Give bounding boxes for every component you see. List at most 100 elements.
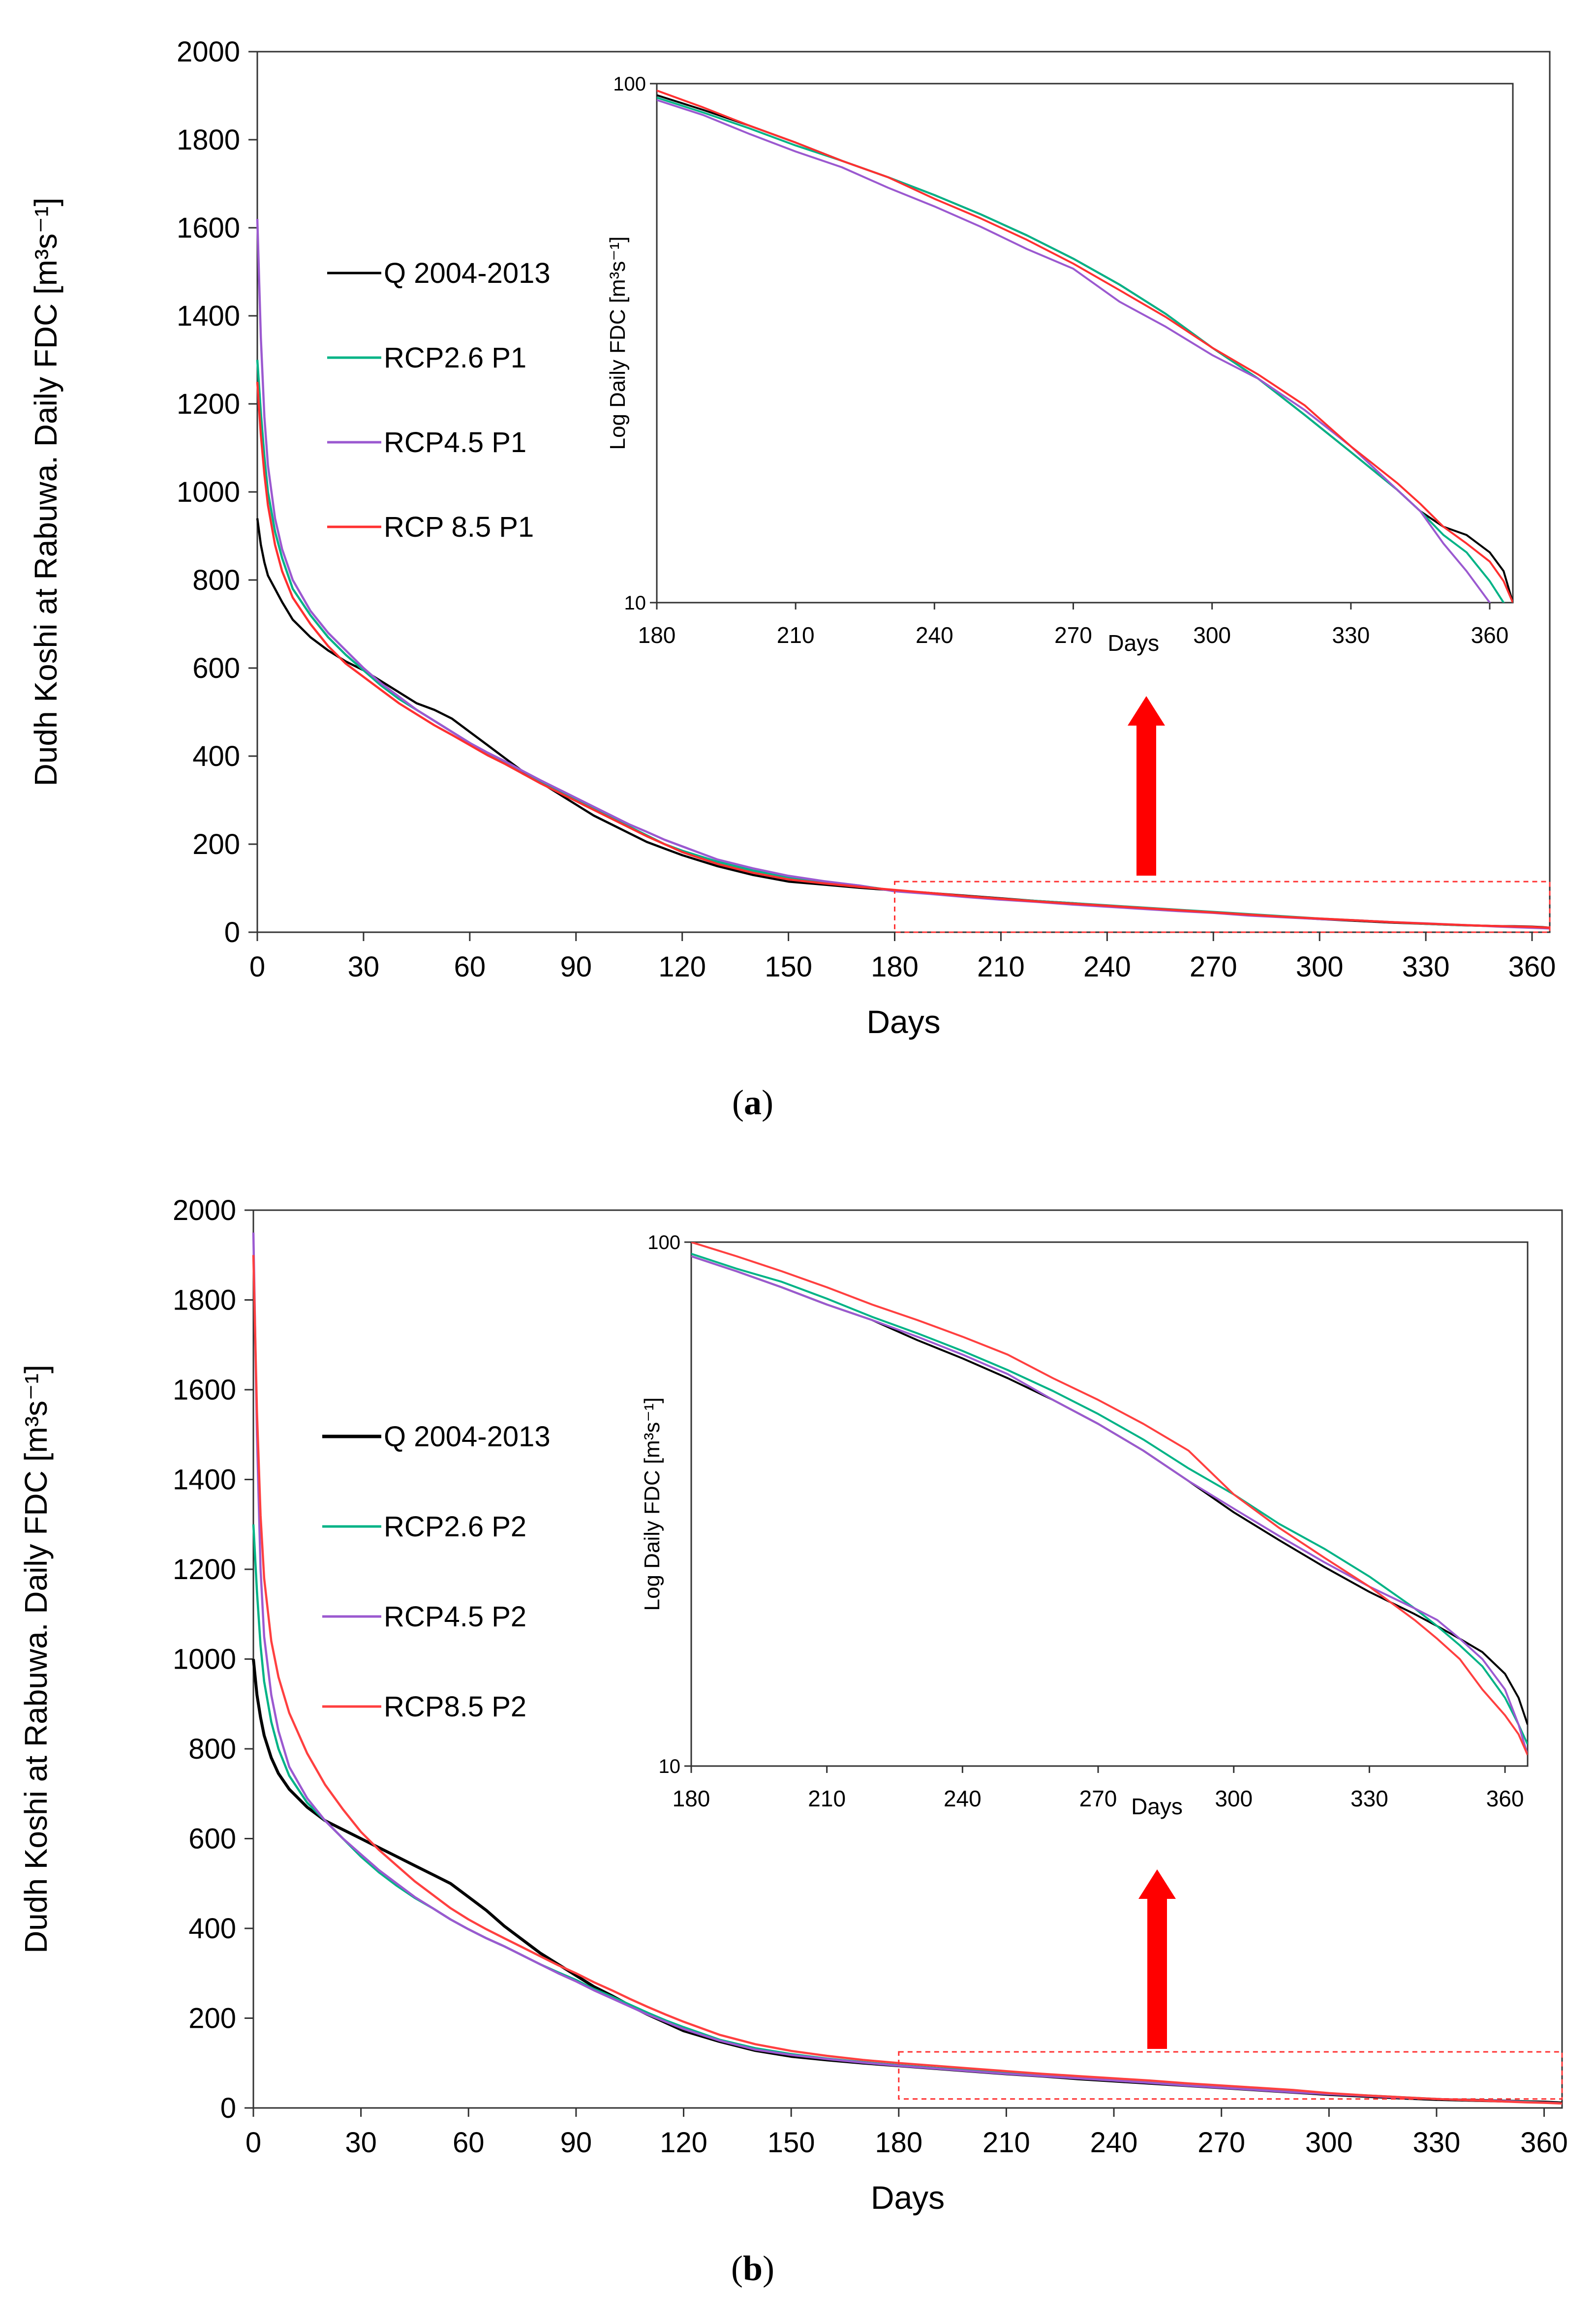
panel-a: 0 30 60 90 120 150 180 210 240 270 300 330 360 0 200 40…: [28, 36, 1556, 1040]
x-tick-label: 30: [348, 951, 380, 983]
inset-x-tick-label: 270: [1054, 622, 1092, 648]
y-tick-label: 600: [192, 652, 240, 684]
legend-a: Q 2004-2013 RCP2.6 P1 RCP4.5 P1 RCP 8.5 P1: [327, 257, 551, 543]
y-tick-label: 1600: [173, 1374, 236, 1406]
y-tick-label: 1200: [177, 388, 240, 420]
zoom-region-box: [898, 2051, 1563, 2100]
inset-x-axis-label: Days: [1107, 630, 1159, 656]
x-tick-label: 90: [560, 2127, 592, 2159]
y-tick-label: 400: [188, 1913, 236, 1945]
y-tick-label: 800: [188, 1733, 236, 1765]
y-tick-label: 2000: [177, 36, 240, 68]
inset-x-tick-label: 300: [1215, 1786, 1253, 1811]
y-tick-label: 1400: [173, 1464, 236, 1496]
inset-y-axis-label: Log Daily FDC [m³s⁻¹]: [606, 237, 630, 450]
y-axis-label: Dudh Koshi at Rabuwa. Daily FDC [m³s⁻¹]: [28, 198, 63, 787]
inset-frame: [656, 83, 1514, 604]
y-axis-label: Dudh Koshi at Rabuwa. Daily FDC [m³s⁻¹]: [18, 1365, 54, 1953]
x-tick-label: 0: [246, 2127, 261, 2159]
legend-label: RCP4.5 P1: [384, 427, 526, 458]
y-tick-label: 0: [224, 916, 240, 948]
y-tick-label: 1600: [177, 212, 240, 244]
x-tick-label: 150: [765, 951, 812, 983]
legend-label: RCP2.6 P1: [384, 342, 526, 374]
series-line-rcp-8-5-p1: [256, 382, 1550, 929]
inset-axes-b: 180 210 240 270 300 330 360 10 100 Days Log Daily …: [640, 1232, 1529, 1819]
zoom-arrow: [1128, 696, 1165, 876]
inset-x-tick-label: 360: [1471, 622, 1509, 648]
legend-label: RCP4.5 P2: [384, 1601, 526, 1633]
x-tick-label: 270: [1190, 951, 1237, 983]
arrow-shaft: [1136, 723, 1156, 876]
inset-x-tick-label: 360: [1486, 1786, 1524, 1811]
y-tick-label: 2000: [173, 1194, 236, 1226]
y-tick-label: 200: [188, 2003, 236, 2035]
inset-series: [691, 1242, 1528, 1756]
y-tick-label: 1800: [177, 124, 240, 156]
x-tick-label: 210: [977, 951, 1025, 983]
caption-b: (b): [679, 2248, 827, 2289]
y-tick-label: 400: [192, 740, 240, 772]
x-tick-label: 330: [1413, 2127, 1461, 2159]
inset-y-tick-label: 100: [613, 73, 646, 95]
y-tick-label: 1200: [173, 1554, 236, 1586]
y-tick-label: 200: [192, 828, 240, 860]
panel-b: 0 30 60 90 120 150 180 210 240 270 300 330 360 0 200 40…: [18, 1194, 1568, 2216]
main-axes-a: 0 30 60 90 120 150 180 210 240 270 300 330 360 0 200 40…: [28, 36, 1556, 1040]
zoom-region-box: [894, 881, 1551, 933]
y-tick-label: 600: [188, 1823, 236, 1855]
main-axes-b: 0 30 60 90 120 150 180 210 240 270 300 330 360 0 200 40…: [18, 1194, 1568, 2216]
caption-b-letter: b: [742, 2249, 763, 2288]
inset-x-tick-label: 240: [916, 622, 953, 648]
y-tick-label: 1000: [173, 1644, 236, 1676]
inset-series-line-rcp2-6-p2: [691, 1252, 1528, 1745]
inset-axes-a: 180 210 240 270 300 330 360 10 100 Days Log Daily …: [606, 73, 1514, 656]
x-tick-label: 30: [345, 2127, 377, 2159]
legend-item: RCP8.5 P2: [322, 1691, 526, 1723]
series-line-rcp8-5-p2: [252, 1255, 1563, 2105]
arrow-head: [1128, 696, 1165, 726]
caption-b-open: (: [731, 2249, 743, 2288]
inset-x-tick-label: 180: [673, 1786, 710, 1811]
inset-series-line-rcp4-5-p2: [691, 1255, 1528, 1755]
x-tick-label: 360: [1520, 2127, 1568, 2159]
caption-a-letter: a: [744, 1083, 762, 1122]
x-tick-label: 60: [454, 951, 486, 983]
x-tick-label: 330: [1402, 951, 1450, 983]
inset-series-line-rcp4-5-p1: [657, 99, 1491, 603]
inset-x-tick-label: 240: [944, 1786, 982, 1811]
x-tick-label: 90: [560, 951, 592, 983]
caption-b-close: ): [763, 2249, 774, 2288]
x-axis-label: Days: [871, 2179, 945, 2216]
inset-y-tick-label: 100: [647, 1232, 680, 1253]
x-tick-label: 270: [1197, 2127, 1245, 2159]
x-axis-label: Days: [866, 1004, 940, 1040]
y-tick-label: 1400: [177, 300, 240, 332]
x-tick-label: 60: [453, 2127, 485, 2159]
legend-item: RCP 8.5 P1: [327, 511, 534, 543]
legend-item: Q 2004-2013: [322, 1421, 551, 1453]
arrow-head: [1138, 1869, 1176, 1899]
inset-x-tick-label: 300: [1193, 622, 1231, 648]
legend-label: Q 2004-2013: [384, 1421, 551, 1453]
inset-x-tick-label: 180: [638, 622, 676, 648]
x-tick-label: 0: [249, 951, 265, 983]
inset-series-line-rcp8-5-p2: [691, 1242, 1528, 1756]
legend-label: Q 2004-2013: [384, 257, 551, 289]
x-tick-label: 120: [658, 951, 706, 983]
caption-a-open: (: [732, 1083, 744, 1122]
x-tick-label: 360: [1508, 951, 1556, 983]
legend-item: RCP4.5 P1: [327, 427, 526, 458]
inset-x-tick-label: 270: [1079, 1786, 1117, 1811]
legend-label: RCP 8.5 P1: [384, 511, 534, 543]
inset-x-tick-label: 210: [808, 1786, 846, 1811]
zoom-arrow: [1138, 1869, 1176, 2049]
legend-label: RCP8.5 P2: [384, 1691, 526, 1723]
x-tick-label: 180: [875, 2127, 922, 2159]
inset-series: [657, 90, 1513, 603]
arrow-shaft: [1147, 1896, 1167, 2049]
x-tick-label: 180: [871, 951, 919, 983]
legend-item: RCP2.6 P2: [322, 1511, 526, 1543]
x-tick-label: 120: [660, 2127, 707, 2159]
